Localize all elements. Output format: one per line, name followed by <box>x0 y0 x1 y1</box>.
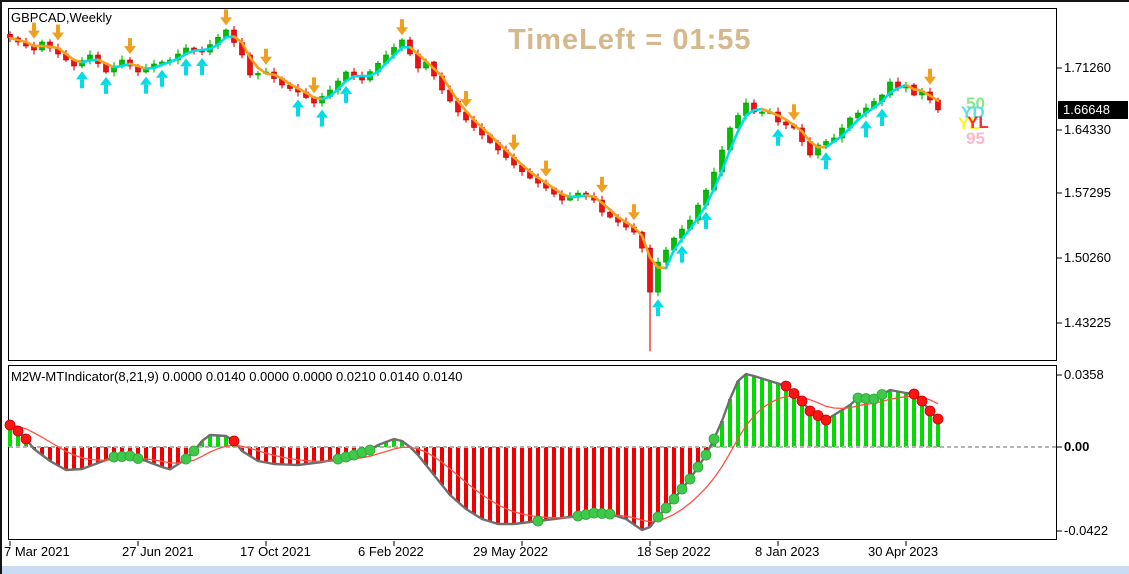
buy-dot-icon <box>364 444 376 456</box>
sell-dot-icon <box>820 414 832 426</box>
buy-dot-icon <box>660 502 672 514</box>
sell-dot-icon <box>788 388 800 399</box>
sell-arrow-icon <box>312 77 316 87</box>
price-axis-label: 1.64330 <box>1064 122 1111 137</box>
sell-arrow-icon <box>632 204 636 214</box>
date-axis-label: 17 Oct 2021 <box>240 544 311 559</box>
sell-arrow-icon <box>600 176 604 186</box>
buy-arrow-icon <box>772 128 784 137</box>
sell-dot-icon <box>228 435 240 447</box>
sell-arrow-icon <box>928 68 932 78</box>
buy-dot-icon <box>692 461 704 473</box>
date-axis-label: 29 May 2022 <box>473 544 549 559</box>
date-axis-label: 27 Jun 2021 <box>122 544 194 559</box>
sell-arrow-icon <box>464 91 468 101</box>
indicator-axis-label: -0.0422 <box>1064 523 1109 538</box>
trend-ma-line <box>8 35 940 270</box>
current-price-badge: 1.66648 <box>1058 101 1128 119</box>
sell-arrow-icon <box>128 38 132 48</box>
sell-arrow-icon <box>224 9 228 19</box>
indicator-axis-label: 0.00 <box>1064 439 1090 454</box>
candles <box>7 26 941 352</box>
buy-arrow-icon <box>292 99 304 108</box>
signal-arrows <box>28 9 936 317</box>
buy-dot-icon <box>708 433 720 445</box>
sell-arrow-icon <box>56 24 60 34</box>
indicator-title: M2W-MTIndicator(8,21,9) 0.0000 0.0140 0.… <box>11 369 463 384</box>
timeleft-countdown-label: TimeLeft = 01:55 <box>508 24 752 56</box>
buy-arrow-icon <box>876 108 888 117</box>
buy-dot-icon <box>604 508 616 520</box>
buy-arrow-icon <box>100 76 112 85</box>
buy-arrow-icon <box>860 120 872 129</box>
date-axis-label: 7 Mar 2021 <box>4 544 70 559</box>
overlay-label: YL <box>958 114 980 133</box>
buy-dot-icon <box>532 515 544 527</box>
sell-dot-icon <box>804 405 816 417</box>
buy-arrow-icon <box>140 76 152 85</box>
overlay-label: 95 <box>966 129 985 148</box>
buy-arrow-icon <box>820 152 832 161</box>
buy-dot-icon <box>652 511 664 523</box>
overlay-label: 50 <box>966 94 985 113</box>
buy-dot-icon <box>676 483 688 495</box>
sell-dot-icon <box>780 380 792 392</box>
buy-dot-icon <box>180 453 192 465</box>
indicator-axis-label: 0.0358 <box>1064 367 1104 382</box>
date-axis-label: 6 Feb 2022 <box>358 544 424 559</box>
sell-arrow-icon <box>792 104 796 114</box>
buy-arrow-icon <box>676 245 688 254</box>
sell-arrow-icon <box>264 48 268 58</box>
buy-dot-icon <box>868 393 880 405</box>
sell-arrow-icon <box>544 160 548 170</box>
buy-arrow-icon <box>340 85 352 94</box>
sell-dot-icon <box>796 395 808 407</box>
sell-dot-icon <box>916 395 928 407</box>
buy-arrow-icon <box>76 71 88 80</box>
buy-arrow-icon <box>196 57 208 66</box>
price-axis-label: 1.50260 <box>1064 250 1111 265</box>
buy-dot-icon <box>684 473 696 485</box>
price-scale[interactable]: 1.71260 1.64330 1.57295 1.50260 1.43225 1.666… <box>1058 0 1129 574</box>
buy-arrow-icon <box>652 299 664 308</box>
sell-dot-icon <box>932 413 944 425</box>
buy-arrow-icon <box>156 69 168 78</box>
window-left-edge <box>0 0 2 574</box>
date-axis-label: 8 Jan 2023 <box>755 544 820 559</box>
price-chart-panel[interactable] <box>8 8 1057 361</box>
buy-dot-icon <box>188 445 200 457</box>
sell-dot-icon <box>4 419 16 431</box>
sell-arrow-icon <box>32 22 36 32</box>
buy-dot-icon <box>132 453 144 464</box>
price-axis-label: 1.43225 <box>1064 315 1111 330</box>
axis-ticks <box>9 67 1062 546</box>
price-axis-label: 1.71260 <box>1064 60 1111 75</box>
symbol-period-label: GBPCAD,Weekly <box>11 10 112 25</box>
sell-dot-icon <box>908 388 920 400</box>
window-top-edge <box>0 0 1129 2</box>
horizontal-scrollbar[interactable] <box>0 566 1129 574</box>
date-axis-label: 18 Sep 2022 <box>637 544 711 559</box>
buy-dot-icon <box>700 449 712 461</box>
sell-arrow-icon <box>512 134 516 144</box>
buy-dot-icon <box>668 493 680 505</box>
overlay-label: YD <box>961 103 985 122</box>
buy-arrow-icon <box>700 211 712 220</box>
buy-arrow-icon <box>180 58 192 67</box>
indicator-histogram <box>8 374 940 530</box>
sell-dot-icon <box>924 405 936 417</box>
overlay-label: YL <box>967 113 989 132</box>
sell-dot-icon <box>12 425 24 437</box>
indicator-dots <box>4 380 944 527</box>
buy-dot-icon <box>876 389 888 400</box>
sell-dot-icon <box>20 433 32 445</box>
sell-arrow-icon <box>400 19 404 29</box>
sell-dot-icon <box>812 410 824 421</box>
price-axis-label: 1.57295 <box>1064 185 1111 200</box>
signal-line <box>9 395 939 523</box>
date-axis-label: 30 Apr 2023 <box>868 544 939 559</box>
buy-arrow-icon <box>316 109 328 118</box>
